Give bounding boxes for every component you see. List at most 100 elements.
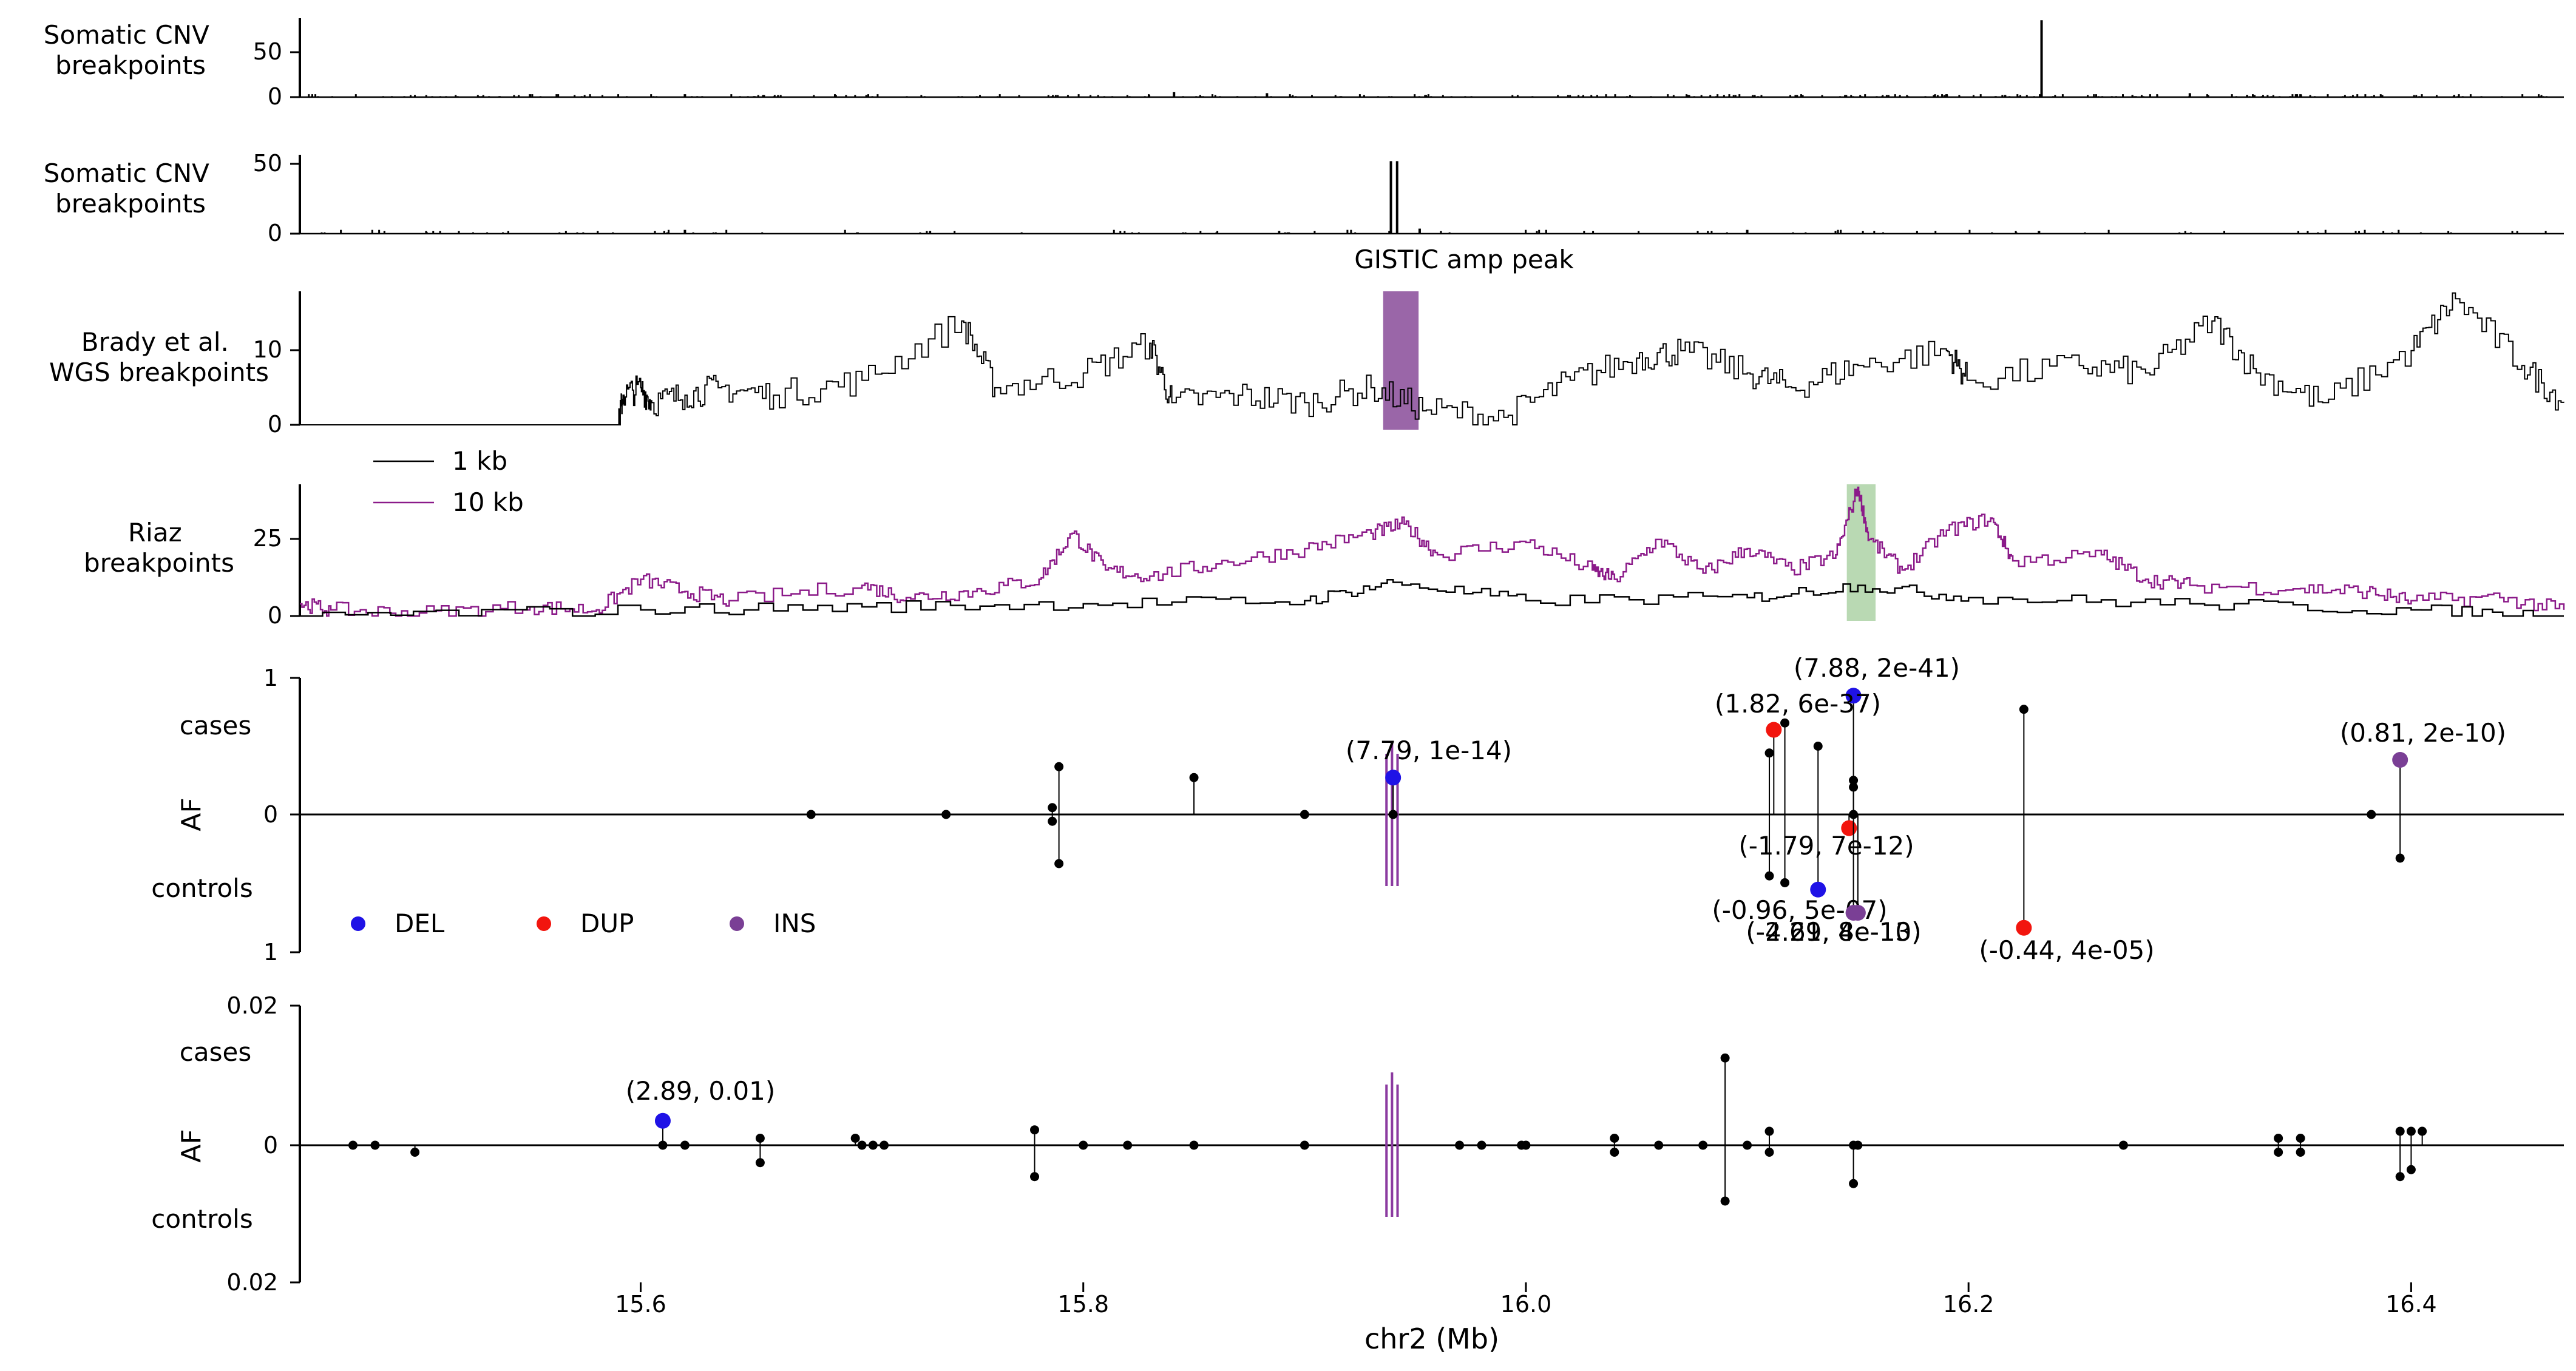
x-tick-label: 16.2	[1943, 1291, 1995, 1318]
y-tick-label: 0	[268, 602, 282, 629]
cases-label: cases	[180, 711, 251, 740]
legend-label-ins: INS	[773, 909, 816, 938]
y-tick-label: 0	[263, 1132, 278, 1159]
variant-point	[1300, 810, 1309, 819]
variant-point	[806, 810, 816, 819]
variant-label: (7.79, 1e-14)	[1346, 736, 1512, 765]
variant-point	[2019, 705, 2029, 714]
variant-point	[1048, 803, 1057, 813]
legend-label-1kb: 1 kb	[452, 446, 507, 476]
x-tick-label: 15.8	[1057, 1291, 1109, 1318]
variant-point	[1030, 1172, 1040, 1182]
riaz-1kb-line	[300, 578, 2564, 617]
significant-variant-point	[1766, 722, 1782, 738]
panel-ylabel: Riaz breakpoints	[84, 518, 234, 578]
variant-point	[1189, 773, 1199, 782]
controls-label: controls	[151, 1204, 253, 1234]
af-variants: (2.89, 0.01)	[348, 1053, 2427, 1206]
y-tick-label: 0	[263, 801, 278, 828]
variant-point	[348, 1140, 358, 1150]
variant-point	[1610, 1148, 1619, 1157]
variant-point	[1743, 1140, 1752, 1150]
variant-point	[1654, 1140, 1664, 1150]
legend-dot-ins	[730, 916, 744, 931]
y-tick-label: 50	[253, 150, 282, 177]
variant-label: (2.89, 0.01)	[626, 1076, 776, 1106]
gistic-annotation: GISTIC amp peak	[1354, 245, 1574, 274]
y-tick-label: 1	[263, 665, 278, 691]
variant-label: (1.82, 6e-37)	[1715, 689, 1881, 719]
variant-label: (-2.21, 8e-13)	[1746, 917, 1921, 947]
variant-point	[2395, 1172, 2405, 1182]
variant-point	[1849, 1179, 1859, 1188]
variant-point	[1780, 718, 1790, 728]
panel-somatic-cnv-2: Somatic CNV breakpoints 0 50 GISTIC amp …	[44, 150, 2564, 274]
ylabel-line: breakpoints	[55, 189, 206, 218]
panel-ylabel: Somatic CNV breakpoints	[44, 20, 217, 80]
controls-label: controls	[151, 873, 253, 903]
significant-variant-point	[2016, 919, 2032, 936]
gistic-highlight	[1383, 291, 1419, 430]
panel-ylabel: Somatic CNV breakpoints	[44, 158, 217, 218]
variant-point	[1455, 1140, 1465, 1150]
panel-af-bottom: AF cases controls 0.02 0 0.02 (2.89, 0.0…	[151, 992, 2564, 1296]
ylabel-line: Somatic CNV	[44, 158, 209, 188]
ylabel-line: breakpoints	[84, 548, 234, 578]
y-tick-label: 10	[253, 336, 282, 363]
legend-dot-dup	[537, 916, 551, 931]
ylabel-line: Brady et al.	[81, 327, 229, 357]
ylabel-line: WGS breakpoints	[49, 357, 269, 387]
legend-label-dup: DUP	[580, 909, 634, 938]
variant-point	[1720, 1053, 1730, 1063]
riaz-10kb-line	[300, 486, 2565, 617]
variant-point	[1764, 1126, 1774, 1136]
legend-label-10kb: 10 kb	[452, 487, 524, 517]
variant-point	[1048, 816, 1057, 826]
significant-variant-point	[654, 1112, 671, 1129]
variant-point	[1698, 1140, 1708, 1150]
variant-point	[2296, 1148, 2305, 1157]
panel-somatic-cnv-1: Somatic CNV breakpoints 0 50	[44, 18, 2564, 110]
significant-variant-point	[1845, 905, 1862, 921]
variant-point	[1521, 1140, 1531, 1150]
af-ylabel: AF	[176, 1129, 207, 1162]
variant-point	[1764, 748, 1774, 758]
variant-point	[755, 1158, 765, 1168]
variant-point	[1853, 1140, 1863, 1150]
variant-point	[1477, 1140, 1486, 1150]
breakpoint-bars	[308, 20, 2547, 97]
variant-point	[1189, 1140, 1199, 1150]
variant-point	[1030, 1125, 1040, 1135]
variant-point	[2395, 1126, 2405, 1136]
y-tick-label: 50	[253, 38, 282, 65]
variant-point	[680, 1140, 690, 1150]
variant-label: (-1.79, 7e-12)	[1738, 831, 1914, 861]
variant-label: (-0.44, 4e-05)	[1979, 935, 2154, 965]
x-axis-bottom: 15.6 15.8 16.0 16.2 16.4	[299, 1275, 2437, 1318]
variant-point	[850, 1134, 860, 1143]
variant-label: (7.88, 2e-41)	[1794, 653, 1960, 683]
variant-point	[868, 1140, 878, 1150]
variant-point	[880, 1140, 889, 1150]
af-ylabel: AF	[176, 797, 207, 831]
variant-point	[2296, 1134, 2305, 1143]
variant-type-legend: DEL DUP INS	[351, 909, 816, 938]
x-tick-label: 15.6	[615, 1291, 666, 1318]
variant-point	[1300, 1140, 1309, 1150]
y-tick-label: 0.02	[226, 1269, 278, 1296]
legend-label-del: DEL	[395, 909, 445, 938]
y-tick-label: 0.02	[226, 992, 278, 1019]
x-tick-label: 16.4	[2385, 1291, 2437, 1318]
panel-brady-wgs: Brady et al. WGS breakpoints 0 10	[49, 291, 2564, 438]
variant-point	[1610, 1134, 1619, 1143]
ylabel-line: Somatic CNV	[44, 20, 209, 50]
variant-point	[2406, 1126, 2416, 1136]
variant-point	[857, 1140, 867, 1150]
variant-point	[2418, 1126, 2427, 1136]
legend-dot-del	[351, 916, 365, 931]
af-variants: (7.79, 1e-14) (7.88, 2e-41) (1.82, 6e-37) (…	[806, 653, 2506, 965]
riaz-legend: 1 kb 10 kb	[373, 446, 524, 517]
y-tick-label: 1	[263, 939, 278, 966]
y-tick-label: 0	[268, 411, 282, 438]
